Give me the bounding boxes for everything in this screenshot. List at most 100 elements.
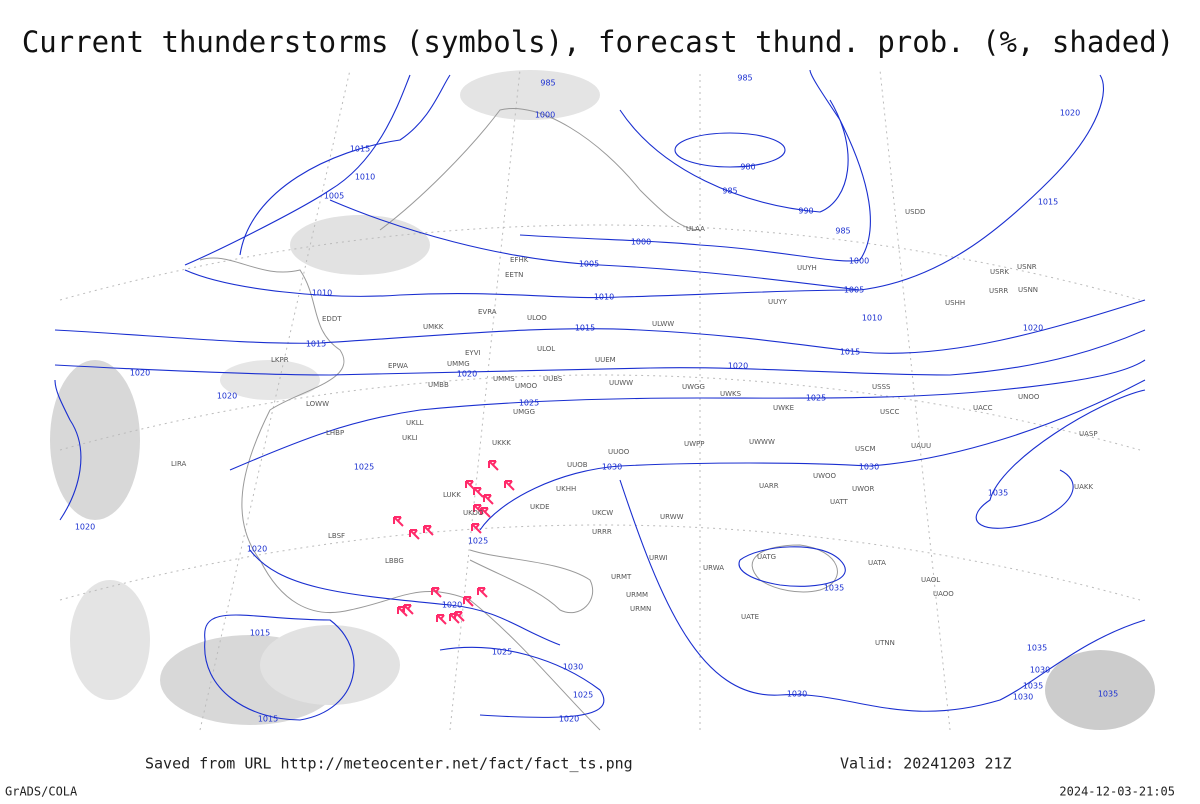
isobar-label: 1020 <box>1060 109 1080 118</box>
isobar-label: 1010 <box>862 314 882 323</box>
isobar-label: 1020 <box>559 715 579 724</box>
station-label: URMN <box>630 605 651 613</box>
station-label: UMBB <box>428 381 449 389</box>
station-label: URWI <box>649 554 668 562</box>
source-url: Saved from URL http://meteocenter.net/fa… <box>145 755 633 773</box>
station-label: USRR <box>989 287 1008 295</box>
isobar-label: 1030 <box>1013 693 1033 702</box>
station-label: LKPR <box>271 356 289 364</box>
isobar-label: 1035 <box>1098 690 1118 699</box>
isobar-label: 1000 <box>849 257 869 266</box>
valid-time: Valid: 20241203 21Z <box>840 755 1012 773</box>
station-label: LIRA <box>171 460 187 468</box>
station-label: EYVI <box>465 349 481 357</box>
station-label: UTNN <box>875 639 895 647</box>
isobar-label: 1015 <box>306 340 326 349</box>
station-label: UUOO <box>608 448 630 456</box>
station-label: USHH <box>945 299 965 307</box>
station-label: UWKS <box>720 390 742 398</box>
map-area <box>55 70 1145 730</box>
station-label: USNN <box>1018 286 1038 294</box>
isobar-label: 1015 <box>250 629 270 638</box>
station-label: UKDE <box>530 503 550 511</box>
station-label: UMKK <box>423 323 444 331</box>
isobar-label: 1005 <box>324 192 344 201</box>
thunderstorm-symbol <box>393 516 404 527</box>
isobar-label: 1030 <box>563 663 583 672</box>
isobar-label: 1005 <box>579 260 599 269</box>
station-label: ULAA <box>686 225 705 233</box>
station-label: UAUU <box>911 442 931 450</box>
station-label: URMM <box>626 591 648 599</box>
station-label: UATA <box>868 559 886 567</box>
isobar-label: 985 <box>835 227 850 236</box>
station-label: UWPP <box>684 440 705 448</box>
isobar-label: 1035 <box>1027 644 1047 653</box>
isobar-label: 1000 <box>631 238 651 247</box>
isobar-label: 985 <box>722 187 737 196</box>
thunderstorm-symbol <box>480 507 491 518</box>
station-label: EVRA <box>478 308 497 316</box>
thunderstorm-symbol <box>465 480 476 491</box>
isobar-label: 1015 <box>350 145 370 154</box>
station-label: UAOL <box>921 576 940 584</box>
isobar-label: 1015 <box>1038 198 1058 207</box>
isobar-label: 985 <box>540 79 555 88</box>
isobar-label: 1025 <box>806 394 826 403</box>
station-label: ULWW <box>652 320 674 328</box>
station-label: UUYY <box>768 298 788 306</box>
isobar-label: 1030 <box>1030 666 1050 675</box>
station-label: URWA <box>703 564 724 572</box>
isobar-label: 1035 <box>824 584 844 593</box>
isobar-label: 990 <box>798 207 813 216</box>
station-label: USCM <box>855 445 876 453</box>
isobar-label: 1020 <box>442 601 462 610</box>
isobar-label: 1015 <box>575 324 595 333</box>
isobar-label: 985 <box>737 74 752 83</box>
isobar-label: 1020 <box>130 369 150 378</box>
isobar-label: 1020 <box>75 523 95 532</box>
station-label: USCC <box>880 408 899 416</box>
station-label: USDD <box>905 208 925 216</box>
isobar-label: 1010 <box>355 173 375 182</box>
station-label: ULOL <box>537 345 555 353</box>
isobar-label: 980 <box>740 163 755 172</box>
station-label: LHBP <box>326 429 344 437</box>
isobar-label: 1025 <box>573 691 593 700</box>
station-label: UNOO <box>1018 393 1040 401</box>
thunderstorm-symbol <box>431 587 442 598</box>
thunderstorm-symbol <box>423 525 434 536</box>
station-label: UATG <box>757 553 776 561</box>
timestamp: 2024-12-03-21:05 <box>1059 785 1175 799</box>
isobar-label: 1025 <box>468 537 488 546</box>
station-label: UATT <box>830 498 849 506</box>
thunderstorm-symbol <box>473 504 484 515</box>
thunderstorm-symbol <box>436 614 447 625</box>
isobar-label: 1035 <box>1023 682 1043 691</box>
station-label: UMOO <box>515 382 538 390</box>
station-label: UARR <box>759 482 779 490</box>
station-label: UUYH <box>797 264 817 272</box>
station-label: LBSF <box>328 532 345 540</box>
station-label: UUBS <box>543 375 563 383</box>
thunderstorm-symbol <box>488 460 499 471</box>
station-label: EDDT <box>322 315 342 323</box>
thunderstorm-symbol <box>397 606 408 617</box>
station-label: UAOO <box>933 590 954 598</box>
station-label: USRK <box>990 268 1009 276</box>
isobars <box>54 69 1146 721</box>
software: GrADS/COLA <box>5 785 78 799</box>
station-label: UAKK <box>1074 483 1094 491</box>
station-label: UKHH <box>556 485 576 493</box>
station-label: UACC <box>973 404 993 412</box>
isobar-label: 1000 <box>535 111 555 120</box>
station-label: UUOB <box>567 461 588 469</box>
station-label: UWWW <box>749 438 775 446</box>
station-label: UMMG <box>447 360 470 368</box>
station-label: UWKE <box>773 404 794 412</box>
thunderstorm-symbols <box>393 460 515 625</box>
station-label: USNR <box>1017 263 1037 271</box>
station-label: UUWW <box>609 379 633 387</box>
station-label: UUEM <box>595 356 616 364</box>
isobar-label: 1025 <box>492 648 512 657</box>
